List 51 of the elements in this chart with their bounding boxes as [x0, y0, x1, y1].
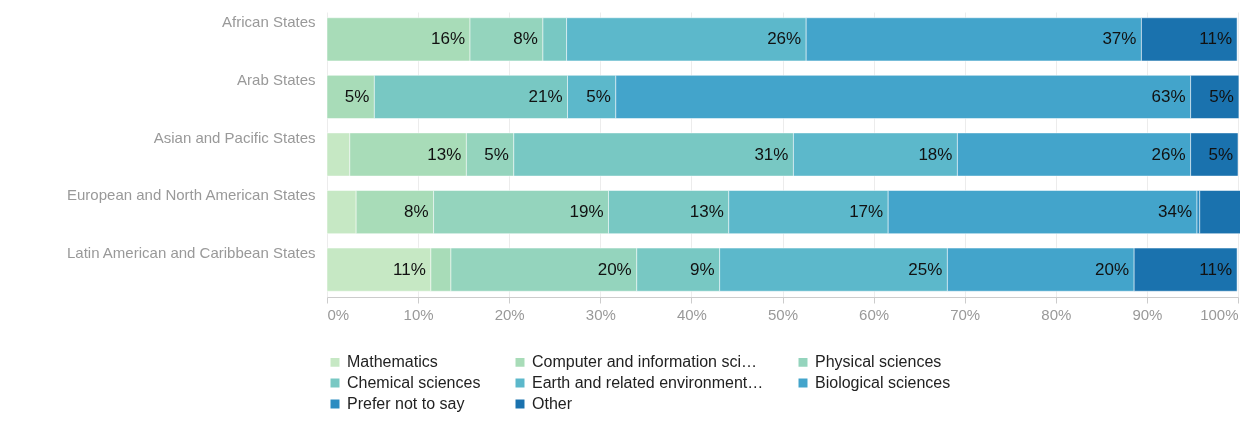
data-label: 8%	[404, 202, 429, 222]
x-tick-label: 50%	[767, 305, 799, 323]
y-tick-label: Latin American and Caribbean States	[67, 243, 316, 261]
data-label: 11%	[393, 259, 426, 279]
data-label: 37%	[1102, 29, 1137, 49]
data-label: 18%	[918, 144, 953, 164]
x-tick-label: 0%	[327, 305, 350, 323]
x-tick-label: 70%	[950, 305, 981, 323]
data-label: 5%	[344, 86, 370, 106]
data-label: 20%	[597, 259, 632, 279]
x-tick-label: 60%	[859, 305, 890, 323]
data-label: 26%	[1151, 144, 1186, 164]
x-tick-label: 40%	[676, 305, 707, 323]
data-label: 16%	[431, 29, 466, 49]
data-label: 5%	[586, 86, 611, 106]
x-tick-label: 30%	[585, 305, 616, 323]
data-label: 13%	[427, 144, 462, 164]
data-label: 19%	[569, 202, 604, 222]
y-tick-label: Asian and Pacific States	[153, 128, 316, 146]
y-tick-label: Arab States	[237, 70, 316, 88]
x-tick-label: 20%	[494, 305, 525, 323]
x-tick-label: 100%	[1200, 305, 1239, 323]
y-tick-label: African States	[222, 13, 316, 31]
data-label: 9%	[690, 259, 715, 279]
y-tick-label: European and North American States	[67, 186, 316, 204]
data-label: 5%	[484, 144, 509, 164]
data-label: 34%	[1157, 202, 1193, 222]
legend-label: Other	[532, 395, 573, 412]
data-label: 25%	[908, 259, 943, 279]
data-label: 11%	[1199, 259, 1233, 279]
data-label: 63%	[1151, 86, 1186, 106]
data-label: 5%	[1208, 144, 1233, 164]
legend-label: Biological sciences	[815, 374, 951, 391]
data-label: 20%	[1095, 259, 1130, 279]
legend-label: Earth and related environment…	[532, 374, 764, 391]
x-tick-label: 90%	[1132, 305, 1163, 323]
data-label: 5%	[1209, 86, 1234, 106]
data-label: 8%	[513, 29, 538, 49]
legend-label: Prefer not to say	[347, 395, 465, 412]
legend-label: Chemical sciences	[347, 374, 481, 391]
legend-label: Computer and information sci…	[532, 353, 757, 371]
legend-label: Physical sciences	[815, 353, 942, 371]
data-label: 13%	[689, 202, 724, 222]
data-label: 21%	[528, 86, 563, 106]
data-label: 31%	[754, 144, 789, 164]
x-tick-label: 80%	[1041, 305, 1072, 323]
data-label: 11%	[1199, 29, 1233, 49]
data-label: 26%	[767, 29, 802, 49]
legend-label: Mathematics	[347, 353, 438, 371]
data-label: 17%	[849, 202, 884, 222]
x-tick-label: 10%	[403, 305, 434, 323]
